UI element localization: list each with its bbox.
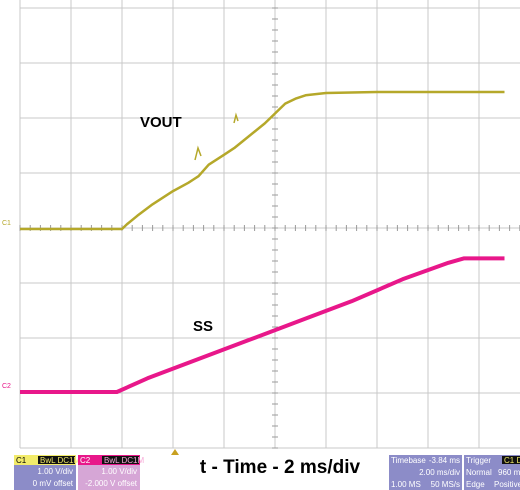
timebase-scale: 2.00 ms/div xyxy=(419,468,460,477)
trigger-level: 960 mV xyxy=(498,468,520,477)
ch1-coupling-box xyxy=(38,456,75,464)
ch2-coupling: BwL DC1M xyxy=(104,456,144,465)
timebase-label: Timebase xyxy=(391,456,426,465)
timebase-position: -3.84 ms xyxy=(429,456,460,465)
ch1-badge: C1 xyxy=(16,456,27,465)
vout-trace xyxy=(20,90,505,231)
trigger-label: Trigger xyxy=(466,456,491,465)
time-axis-caption: t - Time - 2 ms/div xyxy=(200,457,361,478)
trigger-source-box xyxy=(502,456,520,464)
traces xyxy=(20,90,505,394)
ss-trace xyxy=(20,256,505,394)
vout-trace-glitch xyxy=(194,145,202,161)
channel-markers: C1 C2 xyxy=(2,220,179,455)
timebase-rate: 50 MS/s xyxy=(431,480,460,489)
timebase-samples: 1.00 MS xyxy=(391,480,421,489)
vout-annotation: VOUT xyxy=(140,114,182,131)
status-footer: C1 BwL DC1M 1.00 V/div 0 mV offset C2 Bw… xyxy=(14,455,520,490)
ch2-badge: C2 xyxy=(80,456,91,465)
ch2-scale: 1.00 V/div xyxy=(101,467,137,476)
ch1-panel[interactable]: C1 BwL DC1M 1.00 V/div 0 mV offset xyxy=(14,455,80,490)
ch2-offset: -2.000 V offset xyxy=(85,479,138,488)
ch1-coupling: BwL DC1M xyxy=(40,456,80,465)
ch1-offset: 0 mV offset xyxy=(33,479,74,488)
ss-annotation: SS xyxy=(193,318,213,335)
ch2-panel[interactable]: C2 BwL DC1M 1.00 V/div -2.000 V offset xyxy=(78,455,144,490)
ch1-scale: 1.00 V/div xyxy=(37,467,73,476)
trigger-mode: Normal xyxy=(466,468,492,477)
ch1-ground-marker: C1 xyxy=(2,220,11,227)
ch2-coupling-box xyxy=(102,456,139,464)
trigger-source: C1 DC xyxy=(504,456,520,465)
trigger-panel[interactable]: Trigger C1 DC Normal 960 mV Edge Positiv… xyxy=(464,455,520,490)
trigger-position-marker xyxy=(171,449,179,455)
trigger-type: Edge xyxy=(466,480,485,489)
trigger-slope: Positive xyxy=(494,480,520,489)
timebase-panel[interactable]: Timebase -3.84 ms 2.00 ms/div 1.00 MS 50… xyxy=(389,455,462,490)
vout-trace-glitch xyxy=(233,112,239,124)
ch2-ground-marker: C2 xyxy=(2,383,11,390)
